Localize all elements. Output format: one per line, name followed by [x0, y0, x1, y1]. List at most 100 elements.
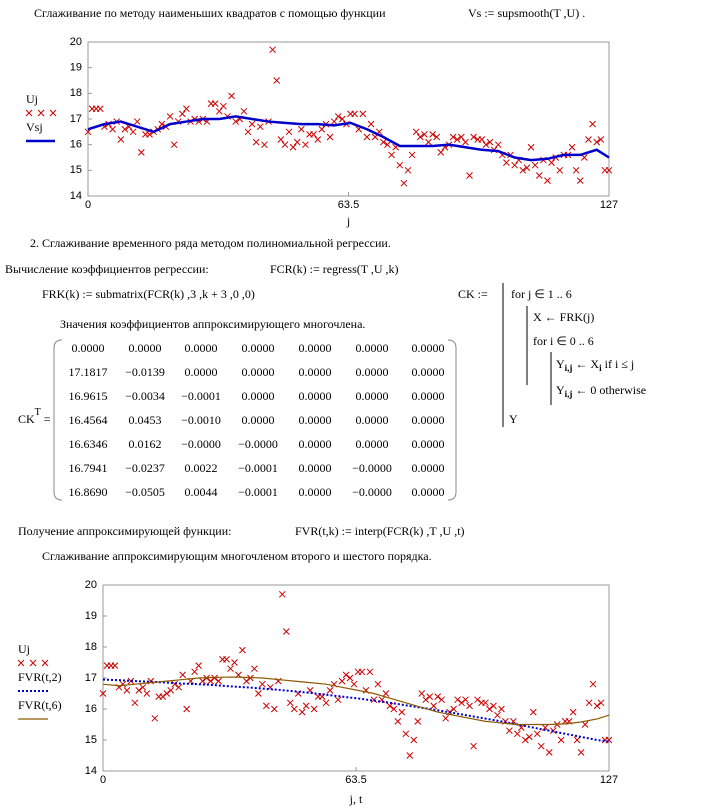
data-point — [131, 699, 139, 707]
sub: i — [599, 363, 602, 373]
data-point — [517, 724, 525, 731]
data-point — [525, 733, 533, 741]
data-point — [346, 674, 354, 682]
data-point — [568, 143, 576, 151]
data-point — [466, 172, 473, 179]
data-point — [314, 136, 322, 143]
matrix-cell: 0.0453 — [129, 413, 162, 427]
data-point — [426, 693, 434, 700]
x-tick-label: 0 — [85, 199, 91, 211]
matrix: 0.0000 0.0000 0.0000 0.0000 0.0000 0.0000 0.00… — [69, 341, 445, 499]
data-point — [175, 683, 183, 691]
data-point — [240, 107, 248, 115]
matrix-cell: 0.0000 — [299, 389, 332, 403]
x-tick-label: 63.5 — [345, 774, 366, 786]
data-point — [183, 705, 191, 713]
data-point — [133, 118, 141, 125]
data-point — [326, 687, 334, 694]
data-point — [453, 136, 461, 143]
matrix-cell: 16.6346 — [69, 437, 108, 451]
data-point — [151, 714, 159, 722]
y-tick-label: 20 — [85, 579, 97, 591]
data-point — [351, 110, 359, 118]
data-point — [434, 693, 442, 700]
data-point — [334, 113, 342, 120]
data-point — [310, 131, 317, 138]
matrix-cell: 0.0000 — [299, 365, 332, 379]
data-point — [462, 138, 469, 146]
data-point — [527, 143, 535, 151]
matrix-cell: 0.0000 — [356, 413, 389, 427]
data-point — [474, 696, 481, 704]
matrix-cell: 0.0000 — [299, 461, 332, 475]
data-point — [302, 702, 310, 710]
data-point — [199, 677, 206, 685]
data-point — [277, 136, 285, 143]
sub: i,j — [565, 389, 573, 399]
data-point — [322, 699, 330, 707]
data-point — [541, 724, 549, 731]
data-point — [589, 120, 596, 128]
data-point — [298, 708, 306, 716]
data-line — [87, 115, 610, 162]
data-point — [585, 699, 593, 707]
matrix-cell: 0.0044 — [185, 485, 218, 499]
data-point — [111, 662, 119, 669]
bracket-left — [53, 339, 63, 501]
var: Y — [556, 357, 565, 371]
data-point — [137, 149, 145, 156]
matrix-cell: 0.0000 — [242, 413, 275, 427]
matrix-cell: 0.0000 — [72, 341, 105, 355]
matrix-cell: −0.0000 — [181, 437, 221, 451]
matrix-cell: −0.0139 — [125, 365, 165, 379]
data-point — [350, 680, 358, 688]
matrix-cell: 0.0000 — [299, 413, 332, 427]
data-point — [422, 696, 430, 704]
plot-frame — [87, 41, 610, 197]
data-point — [273, 77, 281, 84]
matrix-cell: 0.0000 — [356, 389, 389, 403]
data-point — [99, 690, 107, 697]
data-point — [123, 687, 131, 694]
var: Y — [556, 383, 565, 397]
data-point — [251, 665, 258, 673]
data-point — [462, 696, 469, 704]
data-point — [121, 125, 129, 133]
y-tick-label: 15 — [85, 734, 97, 746]
data-point — [129, 128, 137, 136]
data-point — [454, 696, 461, 704]
program-line: Y — [509, 412, 518, 426]
data-point — [342, 671, 350, 679]
y-tick-label: 17 — [70, 113, 82, 125]
y-tick-label: 19 — [85, 610, 97, 622]
op: ← X — [575, 357, 599, 371]
regress-formula: FCR(k) := regress(T ,U ,k) — [270, 262, 399, 276]
program-assign: CK := — [458, 287, 488, 301]
data-point — [589, 680, 597, 688]
data-point — [416, 133, 424, 141]
x-axis-label: j — [346, 214, 350, 228]
data-point — [521, 736, 529, 744]
matrix-cell: −0.0001 — [181, 389, 221, 403]
data-point — [511, 161, 518, 169]
data-point — [96, 105, 104, 113]
matrix-cell: 0.0000 — [412, 341, 445, 355]
legend-label: Uj — [18, 642, 30, 656]
data-point — [117, 136, 125, 143]
data-point — [450, 705, 457, 713]
y-tick-label: 19 — [70, 62, 82, 74]
sub: i,j — [565, 363, 573, 373]
section-heading: 2. Сглаживание временного ряда методом п… — [30, 236, 391, 250]
matrix-cell: −0.0000 — [238, 437, 278, 451]
op: ← 0 otherwise — [575, 383, 646, 397]
data-point — [211, 100, 219, 107]
data-point — [285, 128, 293, 136]
data-point — [581, 721, 589, 728]
matrix-cell: 16.7941 — [69, 461, 108, 475]
legend-symbol — [49, 109, 57, 117]
data-point — [358, 668, 366, 676]
data-point — [597, 699, 605, 707]
legend-label: Uj — [26, 92, 38, 106]
data-point — [259, 680, 266, 688]
data-point — [390, 705, 398, 713]
